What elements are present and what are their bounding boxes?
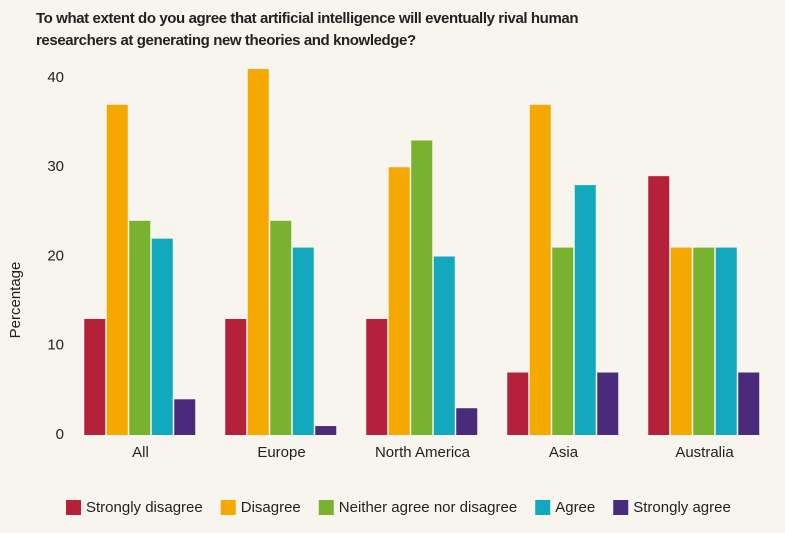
legend-label: Disagree	[241, 499, 301, 516]
bar	[388, 167, 410, 435]
bar	[597, 372, 619, 435]
bar	[366, 318, 388, 435]
bar	[315, 426, 337, 435]
bar	[270, 220, 292, 435]
legend-label: Strongly disagree	[86, 499, 203, 516]
legend-swatch	[535, 500, 551, 515]
legend-label: Neither agree nor disagree	[339, 499, 517, 516]
x-tick-label: Asia	[549, 444, 579, 461]
bar	[106, 104, 128, 436]
bar	[529, 104, 551, 436]
bar	[129, 220, 151, 435]
bar	[670, 247, 692, 435]
bar	[693, 247, 715, 435]
y-tick-label: 0	[56, 426, 64, 443]
legend-label: Agree	[555, 499, 595, 516]
x-tick-label: Europe	[257, 444, 305, 461]
bar	[151, 238, 173, 435]
bar	[411, 140, 433, 435]
legend-swatch	[318, 500, 334, 515]
bar	[433, 256, 455, 435]
legend-label: Strongly agree	[633, 499, 731, 516]
y-tick-label: 30	[47, 158, 64, 175]
x-tick-label: North America	[375, 444, 471, 461]
bar	[715, 247, 737, 435]
y-tick-label: 20	[47, 247, 64, 264]
bar	[507, 372, 529, 435]
legend-swatch	[66, 500, 81, 515]
y-tick-label: 10	[47, 337, 64, 354]
bar	[247, 69, 269, 435]
bar	[648, 176, 670, 436]
y-tick-label: 40	[47, 69, 64, 86]
bar	[552, 247, 574, 435]
bar	[174, 399, 196, 435]
chart-title: To what extent do you agree that artific…	[36, 10, 579, 49]
legend-swatch	[613, 500, 629, 515]
bar	[574, 185, 596, 435]
bar	[225, 318, 247, 435]
bar	[456, 408, 478, 435]
legend-swatch	[220, 500, 236, 515]
x-tick-label: All	[132, 444, 149, 461]
x-tick-label: Australia	[675, 444, 734, 461]
bar	[738, 372, 760, 435]
bar	[84, 318, 106, 435]
bar	[292, 247, 314, 435]
y-axis-label: Percentage	[7, 262, 24, 339]
